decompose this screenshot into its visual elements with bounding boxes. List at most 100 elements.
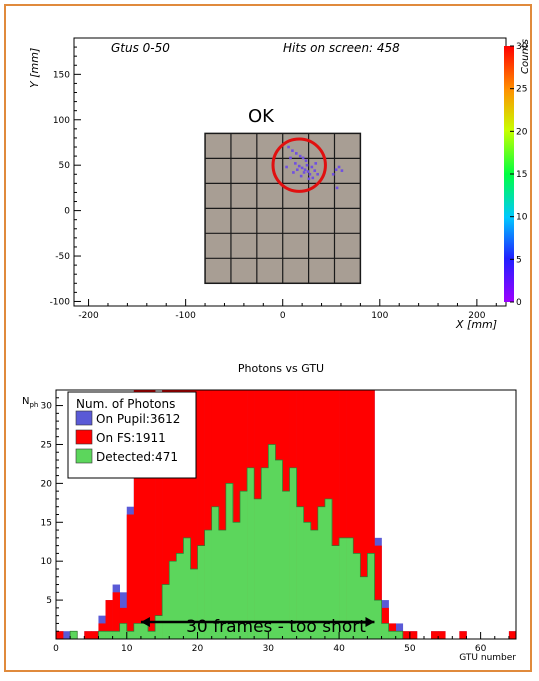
detected-bar [367, 553, 375, 639]
legend-entry-label: On FS:1911 [96, 431, 166, 445]
detected-bar [162, 584, 170, 639]
detected-bar [388, 631, 396, 639]
fs-bar [431, 631, 439, 639]
hitmap-title-left: Gtus 0-50 [111, 41, 170, 55]
fs-bar [112, 592, 120, 639]
fs-bar [176, 390, 184, 639]
detected-bar [332, 545, 340, 639]
histogram-x-tick-label: 60 [475, 644, 487, 654]
detected-bar [353, 553, 361, 639]
hit-point [292, 171, 295, 174]
histogram-y-label: Nph [22, 396, 38, 409]
fs-bar [367, 390, 375, 639]
histogram-x-ticks: 0 10 20 30 40 50 60 [53, 632, 510, 654]
colorbar-gradient [504, 46, 514, 302]
colorbar-ticks: 0 5 10 15 20 25 30 [510, 42, 528, 308]
hit-point [313, 169, 317, 172]
detected-bar [176, 553, 184, 639]
hitmap-y-tick-label: 50 [59, 161, 71, 171]
hit-point [331, 172, 335, 176]
fs-bar [360, 390, 368, 639]
fs-bar [374, 545, 382, 639]
hit-point [316, 172, 319, 176]
detected-bar [282, 491, 290, 639]
figure-frame: -200 -100 0 100 200 -100 -50 0 50 100 150 Gtus 0-… [4, 4, 532, 672]
detected-bar [183, 537, 191, 639]
hit-points [285, 145, 344, 190]
hitmap-x-tick-label: 200 [468, 311, 485, 321]
hitmap-x-tick-label: -200 [78, 311, 99, 321]
colorbar-tick-label: 0 [516, 298, 522, 308]
detected-bar [140, 623, 149, 639]
fs-bar [105, 600, 113, 639]
histogram-bars [56, 390, 517, 640]
detected-bar [225, 483, 234, 639]
detected-bar [275, 460, 283, 639]
detected-bar [310, 530, 319, 639]
hit-point [334, 168, 338, 172]
fs-bar [459, 631, 467, 639]
histogram-y-tick-label: 30 [41, 402, 53, 412]
photons-histogram: Photons vs GTU 0 10 20 30 40 50 60 5 10 15 20 25 30… [22, 362, 517, 663]
hit-point [287, 145, 290, 149]
hit-point [305, 163, 309, 167]
hit-point [294, 162, 297, 165]
histogram-y-tick-label: 15 [41, 518, 52, 528]
legend-entry-label: Detected:471 [96, 450, 178, 464]
hitmap-y-tick-label: 150 [53, 70, 70, 80]
fs-bar [339, 390, 347, 639]
detected-bar [339, 537, 347, 639]
detected-bar [381, 623, 389, 639]
hitmap-x-label: X [mm] [455, 318, 497, 331]
hit-point [297, 164, 301, 168]
fs-bar [126, 514, 135, 639]
histogram-x-tick-label: 0 [53, 644, 59, 654]
hitmap-x-tick-label: -100 [175, 311, 196, 321]
colorbar-tick-label: 5 [516, 255, 522, 265]
fs-bar [218, 390, 227, 639]
legend-swatch [75, 429, 93, 445]
detected-bar [247, 467, 255, 639]
hitmap-y-tick-label: 0 [64, 207, 70, 217]
pupil-bar [63, 631, 71, 639]
legend-entry-label: On Pupil:3612 [96, 412, 180, 426]
histogram-x-tick-label: 10 [121, 644, 133, 654]
hit-point [314, 162, 318, 165]
detected-bar [303, 522, 312, 639]
hit-point [307, 177, 311, 181]
detected-bar [98, 631, 106, 639]
fs-bar [91, 631, 99, 639]
hit-point [285, 165, 288, 169]
fs-bar [56, 631, 64, 639]
fs-bar [140, 390, 149, 639]
hitmap-x-ticks: -200 -100 0 100 200 [78, 299, 497, 321]
detected-bar [296, 506, 304, 639]
detected-bar [232, 522, 241, 639]
hit-point [300, 166, 304, 170]
hit-point [302, 171, 306, 174]
histogram-y-ticks: 5 10 15 20 25 30 [41, 397, 63, 632]
hit-point [306, 170, 310, 173]
hitmap-y-label: Y [mm] [28, 48, 41, 88]
fs-bar [303, 390, 312, 639]
hitmap-x-tick-label: 100 [371, 311, 388, 321]
duration-arrow [140, 617, 375, 627]
histogram-x-tick-label: 40 [333, 644, 345, 654]
colorbar-tick-label: 25 [516, 85, 527, 95]
legend-swatch [75, 410, 93, 426]
hit-point [335, 186, 339, 190]
histogram-x-tick-label: 50 [404, 644, 416, 654]
detected-bar [119, 623, 128, 639]
detected-bar [155, 615, 163, 639]
detected-bar [317, 506, 326, 639]
detected-bar [240, 491, 248, 639]
legend-items: On Pupil:3612 On FS:1911 Detected:471 [75, 410, 180, 464]
legend-title: Num. of Photons [76, 397, 175, 411]
detected-bar [190, 568, 198, 639]
histogram-x-label: GTU number [459, 653, 516, 663]
fs-bar [310, 390, 319, 639]
colorbar [504, 46, 514, 302]
hit-point [310, 165, 314, 169]
frames-annotation: 30 frames - too short [186, 617, 366, 637]
ok-annotation: OK [248, 106, 275, 127]
